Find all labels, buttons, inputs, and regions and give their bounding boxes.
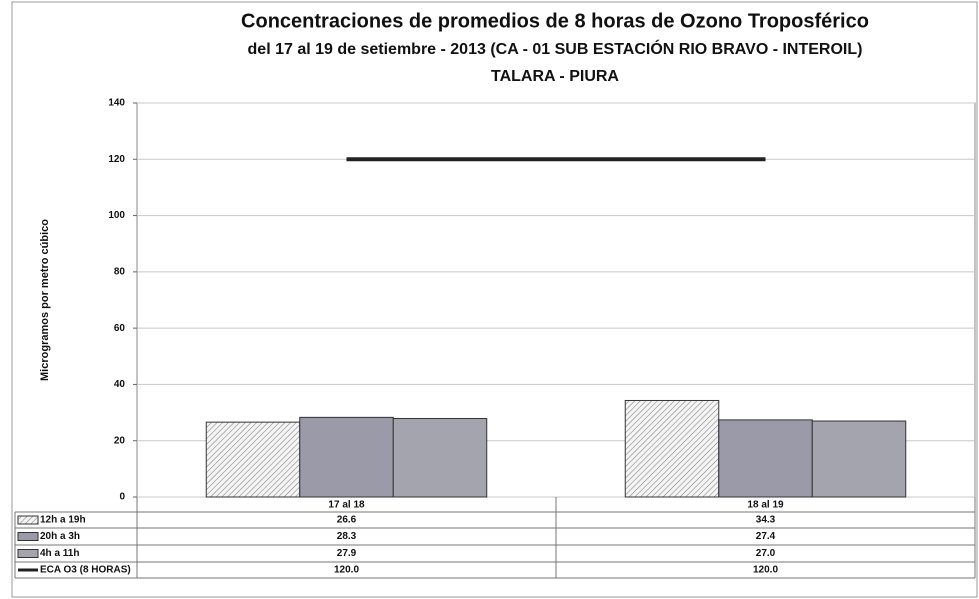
data-label: 27.4 [756, 531, 776, 542]
y-axis-label: Microgramos por metro cúbico [39, 219, 51, 381]
legend-swatch [17, 515, 39, 525]
bar [624, 399, 720, 498]
y-tick-label: 80 [114, 266, 126, 277]
y-tick-label: 120 [108, 154, 125, 165]
data-label: 34.3 [756, 515, 776, 526]
chart-subtitle: TALARA - PIURA [491, 68, 619, 85]
data-label: 27.9 [337, 548, 357, 559]
legend-swatch [17, 549, 39, 558]
bar [299, 416, 394, 498]
legend-label: ECA O3 (8 HORAS) [40, 565, 131, 576]
legend-label: 20h a 3h [40, 531, 80, 542]
bar [718, 419, 813, 498]
frame [11, 1, 978, 598]
x-tick-label: 17 al 18 [328, 500, 365, 511]
legend-label: 4h a 11h [40, 548, 79, 559]
bar [392, 417, 488, 498]
y-tick-label: 100 [108, 210, 125, 221]
legend-label: 12h a 19h [40, 515, 86, 526]
y-tick-label: 60 [114, 323, 126, 334]
bar [811, 420, 907, 498]
data-label: 26.6 [337, 515, 357, 526]
chart-title: Concentraciones de promedios de 8 horas … [241, 10, 869, 32]
data-label: 28.3 [337, 531, 357, 542]
bar [205, 421, 301, 498]
chart-subtitle: del 17 al 19 de setiembre - 2013 (CA - 0… [248, 39, 863, 58]
data-label: 120.0 [753, 565, 778, 576]
y-tick-label: 140 [108, 98, 125, 109]
legend-swatch [17, 532, 39, 541]
data-label: 27.0 [756, 548, 776, 559]
y-tick-label: 0 [119, 492, 125, 503]
data-label: 120.0 [334, 565, 359, 576]
x-tick-label: 18 al 19 [747, 500, 784, 511]
y-tick-label: 40 [114, 379, 126, 390]
y-tick-label: 20 [114, 435, 126, 446]
